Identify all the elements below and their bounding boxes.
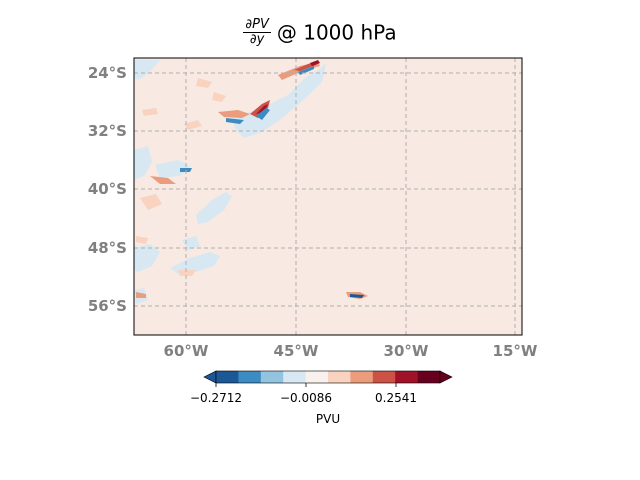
positive-streak [256, 104, 268, 114]
negative-region [232, 63, 326, 138]
positive-streak [178, 270, 196, 276]
colorbar-cell [417, 371, 441, 383]
pv-gradient-field [134, 60, 368, 304]
positive-streak [150, 176, 176, 184]
lat-label: 32°S [88, 122, 127, 140]
colorbar-tick-label: −0.0086 [280, 391, 332, 405]
lat-label: 48°S [88, 239, 127, 257]
lon-label: 15°W [493, 342, 538, 360]
lat-label: 24°S [88, 64, 127, 82]
colorbar-extend-max [439, 370, 453, 384]
map-panel [134, 58, 522, 335]
colorbar-cell [216, 371, 239, 383]
title-level: @ 1000 hPa [276, 20, 397, 45]
positive-streak [212, 92, 226, 102]
lat-label: 40°S [88, 180, 127, 198]
positive-streak [136, 292, 146, 298]
negative-region [134, 146, 152, 180]
negative-region [155, 160, 190, 178]
colorbar-cell [238, 371, 262, 383]
lon-label: 30°W [384, 342, 429, 360]
positive-streak [250, 100, 270, 118]
negative-streak [350, 294, 364, 298]
gridlines [134, 58, 522, 335]
lon-label: 60°W [164, 342, 209, 360]
map-title: ∂PV ∂y @ 1000 hPa [0, 18, 640, 47]
positive-streak [184, 120, 202, 130]
negative-streak [256, 108, 270, 120]
lon-label: 45°W [274, 342, 319, 360]
colorbar-cell [305, 371, 329, 383]
positive-streak [136, 236, 148, 244]
positive-streak [310, 60, 320, 66]
title-fraction: ∂PV ∂y [243, 17, 271, 47]
lat-label: 56°S [88, 297, 127, 315]
negative-region [196, 192, 232, 224]
colorbar-label: PVU [316, 412, 340, 426]
colorbar: −0.2712 −0.0086 0.2541 PVU [190, 370, 453, 426]
colorbar-cell [283, 371, 306, 383]
colorbar-cell [395, 371, 418, 383]
title-numerator: ∂PV [243, 17, 271, 33]
colorbar-cell [328, 371, 351, 383]
map-frame [133, 57, 523, 336]
negative-region [182, 236, 200, 250]
colorbar-cell [350, 371, 374, 383]
negative-region [134, 244, 160, 272]
positive-streak [142, 108, 158, 116]
colorbar-tick-label: −0.2712 [190, 391, 242, 405]
positive-streak [196, 78, 212, 88]
positive-streak [218, 110, 250, 118]
colorbar-tick-label: 0.2541 [375, 391, 417, 405]
title-denominator: ∂y [249, 32, 265, 47]
colorbar-extend-min [203, 370, 217, 384]
colorbar-cell [372, 371, 396, 383]
positive-streak [140, 194, 162, 210]
negative-region [134, 60, 160, 80]
negative-streak [226, 118, 244, 124]
colorbar-cell [260, 371, 284, 383]
negative-region [170, 252, 220, 274]
